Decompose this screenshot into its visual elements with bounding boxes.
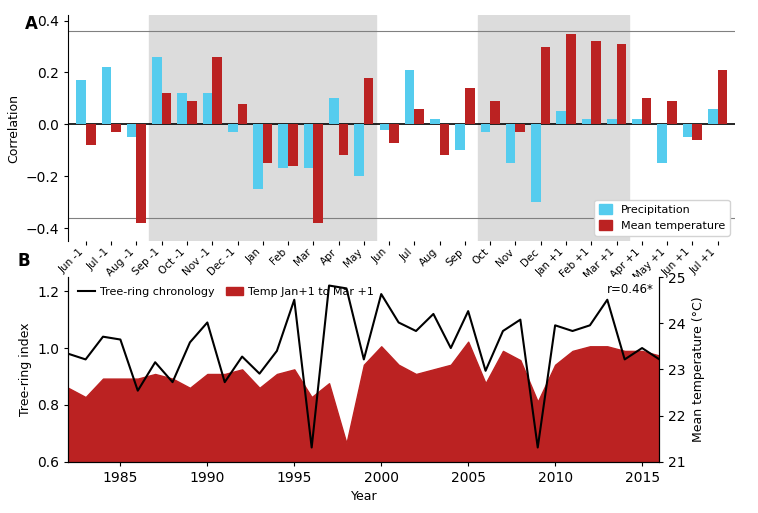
Bar: [177, 93, 187, 124]
Bar: [187, 101, 196, 124]
Bar: [481, 124, 490, 132]
Bar: [149, 15, 377, 241]
Bar: [127, 124, 136, 137]
Bar: [253, 124, 263, 189]
Bar: [86, 124, 96, 145]
Bar: [228, 124, 237, 132]
X-axis label: Year: Year: [350, 490, 377, 503]
Bar: [304, 124, 313, 168]
Bar: [440, 124, 449, 155]
Text: r=0.46*: r=0.46*: [606, 283, 653, 295]
Bar: [581, 119, 591, 124]
Bar: [490, 101, 500, 124]
Bar: [556, 111, 566, 124]
Bar: [632, 119, 642, 124]
Bar: [667, 101, 677, 124]
Bar: [607, 119, 616, 124]
Y-axis label: Tree-ring index: Tree-ring index: [19, 323, 32, 416]
Bar: [136, 124, 146, 223]
Bar: [692, 124, 702, 140]
Bar: [380, 124, 389, 130]
Bar: [389, 124, 399, 143]
Bar: [642, 98, 651, 124]
Text: A: A: [25, 15, 38, 33]
Bar: [339, 124, 348, 155]
Bar: [415, 109, 424, 124]
Text: B: B: [18, 252, 30, 270]
Bar: [531, 124, 540, 202]
Legend: Tree-ring chronology, Temp Jan+1 to Mar +1: Tree-ring chronology, Temp Jan+1 to Mar …: [74, 283, 379, 302]
Bar: [77, 80, 86, 124]
Bar: [478, 15, 629, 241]
Bar: [708, 109, 718, 124]
Bar: [430, 119, 440, 124]
Bar: [237, 104, 247, 124]
Bar: [278, 124, 288, 168]
Bar: [515, 124, 525, 132]
Bar: [657, 124, 667, 163]
Bar: [152, 57, 161, 124]
Y-axis label: Mean temperature (°C): Mean temperature (°C): [691, 297, 705, 442]
Bar: [540, 47, 550, 124]
Bar: [263, 124, 272, 163]
Bar: [111, 124, 121, 132]
Bar: [354, 124, 364, 176]
Bar: [212, 57, 222, 124]
Bar: [465, 88, 475, 124]
Bar: [364, 77, 374, 124]
Bar: [329, 98, 339, 124]
Bar: [616, 44, 626, 124]
Bar: [566, 33, 575, 124]
Bar: [102, 67, 111, 124]
Bar: [718, 70, 727, 124]
Bar: [288, 124, 298, 166]
Bar: [683, 124, 692, 137]
Y-axis label: Correlation: Correlation: [7, 94, 20, 163]
Bar: [202, 93, 212, 124]
Bar: [161, 93, 171, 124]
Bar: [313, 124, 323, 223]
Bar: [591, 42, 601, 124]
Legend: Precipitation, Mean temperature: Precipitation, Mean temperature: [594, 200, 730, 235]
Bar: [506, 124, 515, 163]
Bar: [456, 124, 465, 150]
Bar: [405, 70, 415, 124]
